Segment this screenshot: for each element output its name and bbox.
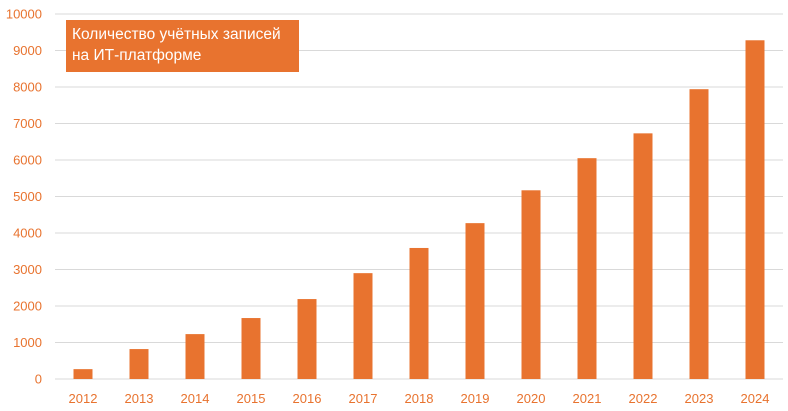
x-tick-label: 2014 — [181, 391, 210, 406]
x-tick-label: 2013 — [125, 391, 154, 406]
bars — [73, 40, 765, 379]
x-tick-label: 2023 — [685, 391, 714, 406]
x-tick-label: 2019 — [461, 391, 490, 406]
x-tick-label: 2017 — [349, 391, 378, 406]
bar-2012 — [73, 369, 93, 379]
x-tick-label: 2024 — [741, 391, 770, 406]
chart-title: Количество учётных записей на ИТ-платфор… — [66, 20, 299, 72]
x-tick-label: 2012 — [69, 391, 98, 406]
y-tick-label: 0 — [35, 372, 42, 387]
y-tick-label: 6000 — [13, 153, 42, 168]
y-axis-tick-labels: 0 1000 2000 3000 4000 5000 6000 7000 8000 9000 100… — [6, 7, 42, 387]
bar-2013 — [129, 349, 149, 379]
bar-2020 — [521, 190, 541, 379]
bar-2023 — [689, 89, 709, 379]
y-tick-label: 8000 — [13, 80, 42, 95]
bar-2022 — [633, 133, 653, 379]
x-tick-label: 2016 — [293, 391, 322, 406]
bar-2021 — [577, 158, 597, 379]
x-tick-label: 2020 — [517, 391, 546, 406]
y-tick-label: 1000 — [13, 335, 42, 350]
bar-2018 — [409, 247, 429, 379]
x-tick-label: 2018 — [405, 391, 434, 406]
bar-2017 — [353, 273, 373, 379]
y-tick-label: 10000 — [6, 7, 42, 22]
gridlines — [55, 13, 783, 380]
bar-2024 — [745, 40, 765, 379]
bar-2016 — [297, 299, 317, 379]
chart-title-line-1: Количество учётных записей — [72, 26, 281, 43]
x-tick-label: 2022 — [629, 391, 658, 406]
x-tick-label: 2021 — [573, 391, 602, 406]
y-tick-label: 5000 — [13, 189, 42, 204]
y-tick-label: 7000 — [13, 116, 42, 131]
y-tick-label: 3000 — [13, 262, 42, 277]
bar-2019 — [465, 223, 485, 379]
y-tick-label: 2000 — [13, 299, 42, 314]
bar-2015 — [241, 318, 261, 379]
x-axis-tick-labels: 2012 2013 2014 2015 2016 2017 2018 2019 2020 2021… — [69, 391, 770, 406]
y-tick-label: 4000 — [13, 226, 42, 241]
chart-title-line-2: на ИТ-платформе — [72, 47, 202, 64]
bar-2014 — [185, 334, 205, 379]
y-tick-label: 9000 — [13, 43, 42, 58]
x-tick-label: 2015 — [237, 391, 266, 406]
